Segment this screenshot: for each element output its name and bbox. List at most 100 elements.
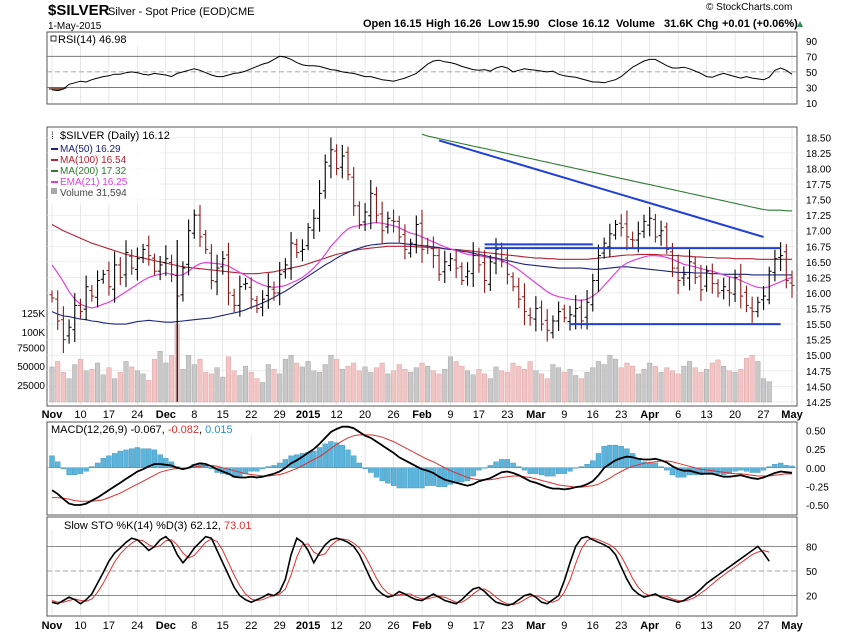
price-bar: [442, 250, 448, 283]
macd-histogram-bar: [322, 443, 328, 468]
x-tick-label: Apr: [640, 409, 660, 421]
volume-bar: [669, 370, 675, 403]
price-bar: [613, 220, 619, 240]
volume-bar: [373, 367, 379, 403]
macd-sep2: ,: [199, 424, 205, 436]
macd-histogram-bar: [743, 467, 750, 472]
macd-histogram-bar: [544, 467, 550, 477]
x-tick-label: 6: [675, 620, 681, 632]
price-bar: [356, 201, 362, 229]
volume-bar: [539, 373, 545, 403]
price-bar: [373, 186, 379, 223]
macd-histogram-bar: [333, 442, 340, 468]
macd-histogram-bar: [584, 464, 590, 468]
x-tick-label: 15: [217, 409, 229, 421]
sto-title: Slow STO %K(14) %D(3) 62.12, 73.01: [64, 520, 252, 532]
macd-line: [51, 425, 793, 506]
macd-histogram-bar: [664, 467, 670, 471]
macd-histogram-bar: [464, 467, 471, 482]
price-bar: [556, 301, 562, 332]
volume-bar: [294, 362, 300, 403]
volume-bar: [743, 358, 749, 403]
volume-bar: [687, 361, 693, 403]
macd-histogram-bar: [407, 467, 414, 489]
x-tick-label: May: [781, 409, 803, 421]
volume-bar: [77, 358, 83, 403]
price-bar: [595, 244, 601, 292]
panel-menu-icon[interactable]: [50, 35, 57, 42]
price-bar: [391, 209, 397, 233]
volume-bar: [157, 351, 163, 403]
price-tick-label: 18.00: [806, 164, 831, 175]
price-bar: [476, 247, 482, 273]
volume-bar: [282, 358, 288, 403]
price-bar: [140, 243, 146, 264]
volume-bar: [72, 364, 78, 403]
volume-bar: [749, 355, 755, 403]
price-bar: [749, 296, 755, 323]
x-tick-label: 12: [330, 620, 342, 632]
price-bar: [100, 269, 106, 284]
x-tick-label: 9: [561, 409, 567, 421]
price-bar: [134, 247, 140, 281]
bar-style-icon[interactable]: ⁞: [51, 131, 54, 142]
price-bar: [482, 250, 488, 293]
price-bar: [339, 144, 345, 179]
volume-bar: [510, 362, 516, 403]
price-bar: [430, 236, 436, 268]
price-bar: [425, 237, 431, 255]
volume-bar: [436, 373, 442, 403]
volume-bar: [516, 365, 522, 403]
x-tick-label: Feb: [412, 409, 432, 421]
volume-tick-label: 75000: [17, 343, 45, 354]
price-bar: [157, 255, 163, 281]
volume-bar: [704, 369, 710, 403]
price-bar: [288, 231, 294, 280]
price-bar: [783, 244, 789, 289]
volume-bar: [459, 365, 465, 403]
price-bar: [117, 257, 123, 286]
macd-histogram-bar: [425, 467, 431, 486]
price-bar: [345, 146, 351, 181]
macd-histogram-bar: [94, 462, 101, 468]
x-tick-label: 20: [729, 409, 741, 421]
macd-histogram-bar: [151, 449, 158, 468]
x-tick-label: Dec: [156, 620, 176, 632]
price-bar: [362, 203, 368, 231]
price-bar: [778, 242, 784, 271]
price-bar: [197, 205, 203, 248]
macd-histogram-bar: [225, 467, 232, 476]
price-bar: [322, 154, 328, 199]
macd-histogram-bar: [499, 459, 505, 468]
volume-bar: [231, 370, 237, 403]
macd-histogram-bar: [612, 444, 619, 468]
volume-bar: [556, 367, 562, 403]
volume-bar: [624, 362, 630, 403]
x-tick-label: 22: [245, 409, 257, 421]
x-tick-label: 22: [245, 620, 257, 632]
macd-histogram-bar: [493, 461, 499, 468]
x-tick-label: 9: [561, 620, 567, 632]
macd-histogram-bar: [66, 467, 72, 476]
macd-histogram-bar: [385, 467, 391, 484]
price-bar: [721, 277, 727, 300]
macd-histogram-bar: [55, 461, 61, 468]
price-bar: [590, 273, 596, 312]
x-tick-label: 29: [274, 409, 286, 421]
volume-bar: [755, 361, 761, 403]
volume-bar: [738, 369, 744, 403]
x-tick-label: 13: [700, 409, 712, 421]
volume-bar: [180, 369, 186, 403]
price-bar: [465, 262, 471, 286]
price-bar: [521, 283, 527, 326]
sto-tick-label: 20: [806, 592, 818, 603]
macd-histogram-bar: [430, 467, 437, 486]
volume-bar: [402, 369, 408, 403]
macd-histogram-bar: [749, 467, 755, 473]
price-bar: [72, 293, 78, 343]
price-bar: [49, 290, 55, 303]
price-bar: [282, 258, 288, 279]
volume-bar: [271, 369, 277, 403]
volume-bar: [447, 356, 453, 403]
